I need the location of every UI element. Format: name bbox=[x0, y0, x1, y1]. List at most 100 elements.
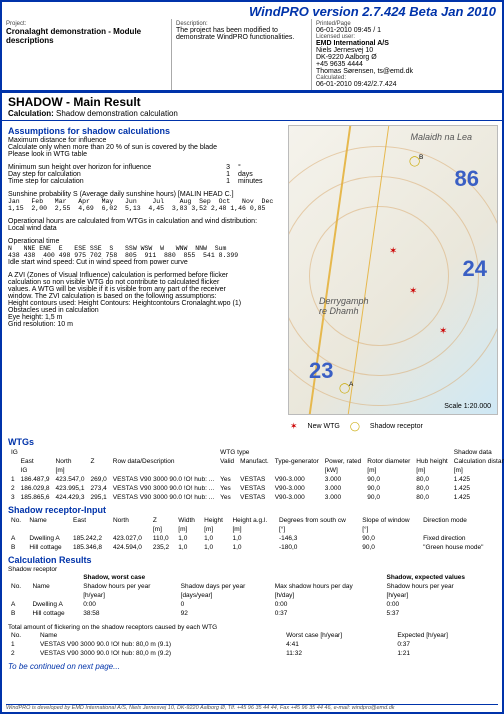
table-cell: 5:37 bbox=[384, 609, 496, 618]
table-cell: 185.346,8 bbox=[70, 543, 110, 552]
recep-body: ADwelling A185.242,2423.027,0110,01,01,0… bbox=[8, 534, 496, 552]
a-sunh: Sunshine probability S (Average daily su… bbox=[8, 191, 278, 198]
table-cell: 3.000 bbox=[322, 484, 365, 493]
calc-heading: Calculation Results bbox=[2, 555, 502, 565]
a-p3v: 1 bbox=[188, 178, 238, 185]
table-header-cell: [m] bbox=[229, 525, 276, 534]
table-header-cell: Shadow hours per year bbox=[384, 582, 496, 591]
hdr-desc2: demonstrate WindPRO functionalities. bbox=[176, 34, 307, 41]
table-header-cell: Height bbox=[201, 516, 229, 525]
table-cell: 1,0 bbox=[229, 534, 276, 543]
table-cell: 90,0 bbox=[359, 534, 420, 543]
map-label-2: Derrygamph re Dhamh bbox=[319, 296, 369, 316]
hdr-project: Cronalaght demonstration - Module descri… bbox=[6, 27, 167, 45]
hdr-calc: 06-01-2010 09:42/2.7.424 bbox=[316, 81, 498, 88]
a-p2k: Day step for calculation bbox=[8, 171, 188, 178]
table-header-cell: [m] bbox=[175, 525, 201, 534]
table-row: 2VESTAS V90 3000 90.0 !O! hub: 80,0 m (9… bbox=[8, 649, 496, 658]
table-header-cell: [days/year] bbox=[178, 591, 272, 600]
a-p1v: 3 bbox=[188, 164, 238, 171]
flick-table: No.NameWorst case [h/year]Expected [h/ye… bbox=[8, 631, 496, 658]
table-row: 3185.865,6424.429,3295,1VESTAS V90 3000 … bbox=[8, 493, 504, 502]
table-header-cell: [°] bbox=[276, 525, 359, 534]
table-cell: 1,0 bbox=[175, 543, 201, 552]
table-cell: 1,0 bbox=[175, 534, 201, 543]
table-cell: 1 bbox=[8, 640, 37, 649]
table-cell: 0 bbox=[178, 600, 272, 609]
table-cell: 3 bbox=[8, 493, 18, 502]
calc-col-row: No.NameShadow hours per yearShadow days … bbox=[8, 582, 496, 591]
assumption-text: Assumptions for shadow calculations Maxi… bbox=[2, 121, 284, 434]
wtg-grp-type: WTG type bbox=[217, 448, 322, 457]
main-title: SHADOW - Main Result bbox=[2, 93, 502, 109]
map-label-1: Malaidh na Lea bbox=[410, 132, 472, 142]
report-header: Project: Cronalaght demonstration - Modu… bbox=[2, 19, 502, 91]
table-cell: 423.995,1 bbox=[53, 484, 88, 493]
recep-col-row: No.NameEastNorthZWidthHeightHeight a.g.l… bbox=[8, 516, 496, 525]
new-wtg-icon: ✶ bbox=[290, 421, 298, 432]
table-header-cell: Height a.g.l. bbox=[229, 516, 276, 525]
table-header-cell: No. bbox=[8, 582, 29, 591]
receptor-marker-icon: ◯A bbox=[339, 383, 350, 394]
a-dirvals: 438 438 400 498 975 702 758 805 911 880 … bbox=[8, 252, 278, 259]
table-header-cell bbox=[29, 591, 80, 600]
table-cell: 1:21 bbox=[394, 649, 496, 658]
table-header-cell: Hub height bbox=[413, 457, 450, 466]
wtgs-heading: WTGs bbox=[2, 437, 502, 447]
table-cell: Hill cottage bbox=[29, 609, 80, 618]
wtg-marker-icon: ✶ bbox=[389, 246, 397, 257]
a-z1: A ZVI (Zones of Visual Influence) calcul… bbox=[8, 272, 278, 279]
table-cell: Yes bbox=[217, 484, 237, 493]
table-cell: 90,0 bbox=[364, 484, 413, 493]
table-cell: 80,0 bbox=[413, 475, 450, 484]
table-cell: 1.425 bbox=[451, 475, 504, 484]
table-cell: 295,1 bbox=[87, 493, 109, 502]
assump-heading: Assumptions for shadow calculations bbox=[8, 126, 278, 136]
table-row: BHill cottage185.346,8424.594,0235,21,01… bbox=[8, 543, 496, 552]
table-cell: VESTAS bbox=[237, 484, 272, 493]
table-cell: V90-3.000 bbox=[272, 475, 322, 484]
table-cell: V90-3.000 bbox=[272, 484, 322, 493]
a-p3u: minutes bbox=[238, 178, 278, 185]
table-header-cell: [m] bbox=[150, 525, 175, 534]
recep-unit-row: [m][m][m][m][°][°] bbox=[8, 525, 496, 534]
table-header-cell bbox=[110, 525, 150, 534]
flick-col-row: No.NameWorst case [h/year]Expected [h/ye… bbox=[8, 631, 496, 640]
table-header-cell: Worst case [h/year] bbox=[283, 631, 394, 640]
map-scale: Scale 1:20.000 bbox=[444, 403, 491, 410]
table-cell: 90,0 bbox=[364, 475, 413, 484]
table-cell: 186.487,9 bbox=[18, 475, 53, 484]
map-num-23: 23 bbox=[309, 358, 333, 384]
table-cell: 80,0 bbox=[413, 484, 450, 493]
table-cell: VESTAS V90 3000 90.0 !O! hub: 80,0 m (9.… bbox=[37, 640, 283, 649]
map-num-24: 24 bbox=[463, 256, 487, 282]
table-cell: Hill cottage bbox=[26, 543, 70, 552]
table-cell: B bbox=[8, 609, 29, 618]
a-z5: Height contours used: Height Contours: H… bbox=[8, 300, 278, 307]
a-op1: Local wind data bbox=[8, 225, 278, 232]
wtg-grp-shadow: Shadow data bbox=[451, 448, 504, 457]
table-row: BHill cottage38:58920:375:37 bbox=[8, 609, 496, 618]
table-row: 2186.029,8423.995,1273,4VESTAS V90 3000 … bbox=[8, 484, 504, 493]
table-header-cell: Calculation distance bbox=[451, 457, 504, 466]
table-header-cell: Manufact. bbox=[237, 457, 272, 466]
table-cell: 1 bbox=[8, 475, 18, 484]
table-header-cell bbox=[110, 466, 217, 475]
table-cell: 90,0 bbox=[359, 543, 420, 552]
main-title-block: SHADOW - Main Result Calculation: Shadow… bbox=[2, 91, 502, 121]
table-header-cell: No. bbox=[8, 631, 37, 640]
table-header-cell bbox=[26, 525, 70, 534]
table-header-cell: Valid bbox=[217, 457, 237, 466]
map-legend: ✶ New WTG ◯ Shadow receptor bbox=[284, 419, 502, 434]
table-header-cell: Name bbox=[29, 582, 80, 591]
subtitle-lbl: Calculation: bbox=[8, 109, 54, 118]
table-cell: 0:00 bbox=[384, 600, 496, 609]
a-sunvals: 1,15 2,00 2,55 4,69 6,02 5,13 4,45 3,83 … bbox=[8, 205, 278, 212]
table-row: ADwelling A185.242,2423.027,0110,01,01,0… bbox=[8, 534, 496, 543]
table-cell: 185.865,6 bbox=[18, 493, 53, 502]
table-header-cell: No. bbox=[8, 516, 26, 525]
table-header-cell: East bbox=[70, 516, 110, 525]
table-cell: "Green house mode" bbox=[420, 543, 496, 552]
table-cell: VESTAS bbox=[237, 493, 272, 502]
hdr-printed: 06-01-2010 09:45 / 1 bbox=[316, 27, 498, 34]
